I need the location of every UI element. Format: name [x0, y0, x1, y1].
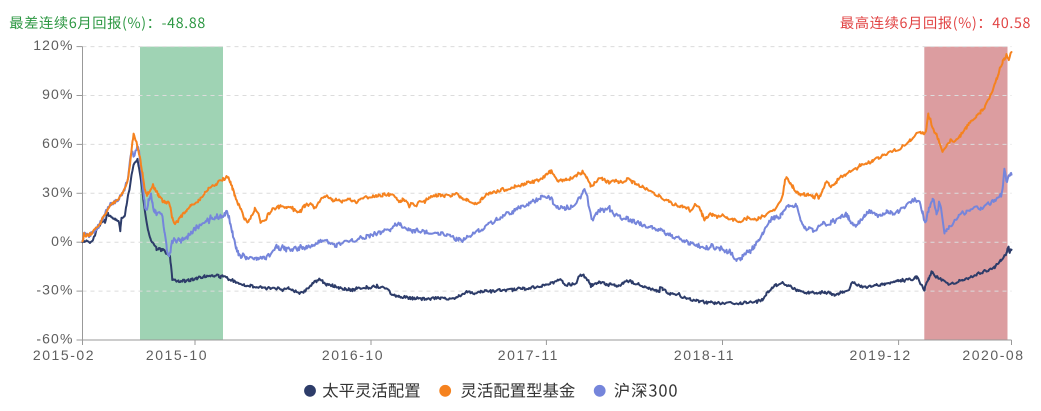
svg-text:30%: 30%	[42, 184, 73, 200]
svg-text:0%: 0%	[51, 233, 73, 249]
svg-text:2016-10: 2016-10	[322, 347, 384, 363]
svg-text:2018-11: 2018-11	[674, 347, 735, 363]
svg-text:90%: 90%	[42, 86, 73, 102]
svg-text:-30%: -30%	[36, 282, 73, 298]
svg-text:2015-10: 2015-10	[146, 347, 208, 363]
svg-text:120%: 120%	[33, 37, 73, 53]
svg-text:60%: 60%	[42, 135, 73, 151]
svg-text:2017-11: 2017-11	[498, 347, 559, 363]
svg-text:-60%: -60%	[36, 331, 73, 347]
svg-text:2020-08: 2020-08	[962, 347, 1024, 363]
svg-text:2019-12: 2019-12	[849, 347, 911, 363]
svg-text:2015-02: 2015-02	[33, 347, 95, 363]
